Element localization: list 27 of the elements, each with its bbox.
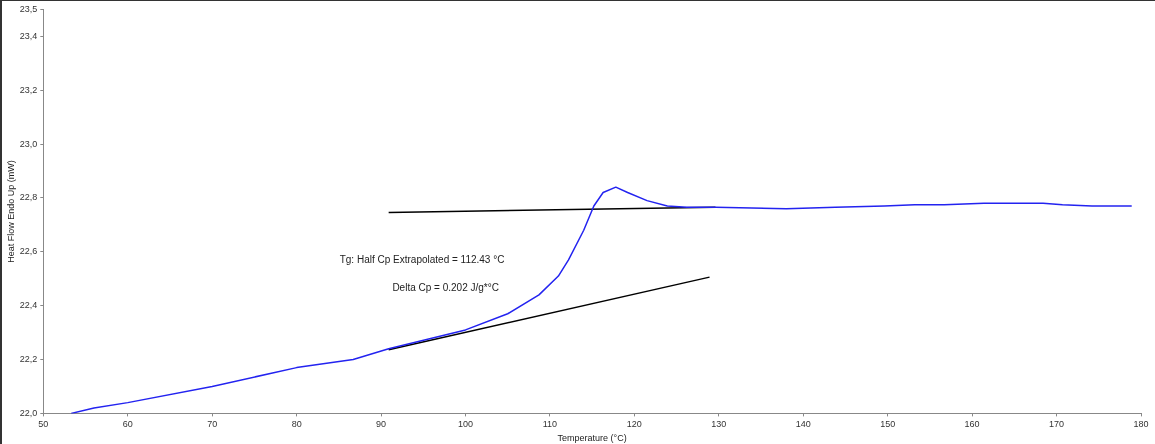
x-tick-label: 100 <box>457 419 474 430</box>
y-tick-label: 23,0 <box>19 138 38 149</box>
x-tick-label: 160 <box>964 419 980 430</box>
y-axis-title: Heat Flow Endo Up (mW) <box>5 160 16 263</box>
y-tick-label: 22,2 <box>19 354 38 365</box>
x-tick-label: 180 <box>1133 419 1149 430</box>
y-tick-label: 23,4 <box>19 30 38 41</box>
annotation: Delta Cp = 0.202 J/g*°C <box>392 281 499 293</box>
x-axis-title: Temperature (°C) <box>557 433 627 444</box>
x-tick-label: 140 <box>795 419 811 430</box>
y-tick-label: 23,5 <box>19 3 38 14</box>
x-tick-label: 60 <box>122 419 133 430</box>
x-tick-label: 90 <box>376 419 387 430</box>
x-tick-label: 170 <box>1049 419 1065 430</box>
x-tick-label: 120 <box>626 419 642 430</box>
y-tick-label: 22,4 <box>19 300 38 311</box>
y-tick-label: 22,6 <box>19 246 38 257</box>
x-tick-label: 110 <box>542 419 558 430</box>
y-tick-label: 22,8 <box>19 192 38 203</box>
x-tick-label: 80 <box>291 419 302 430</box>
x-tick-label: 150 <box>880 419 896 430</box>
y-tick-label: 22,0 <box>19 407 38 418</box>
annotation: Tg: Half Cp Extrapolated = 112.43 °C <box>339 253 505 265</box>
x-tick-label: 130 <box>711 419 727 430</box>
y-tick-label: 23,2 <box>19 84 38 95</box>
x-tick-label: 50 <box>38 419 49 430</box>
x-tick-label: 70 <box>207 419 218 430</box>
